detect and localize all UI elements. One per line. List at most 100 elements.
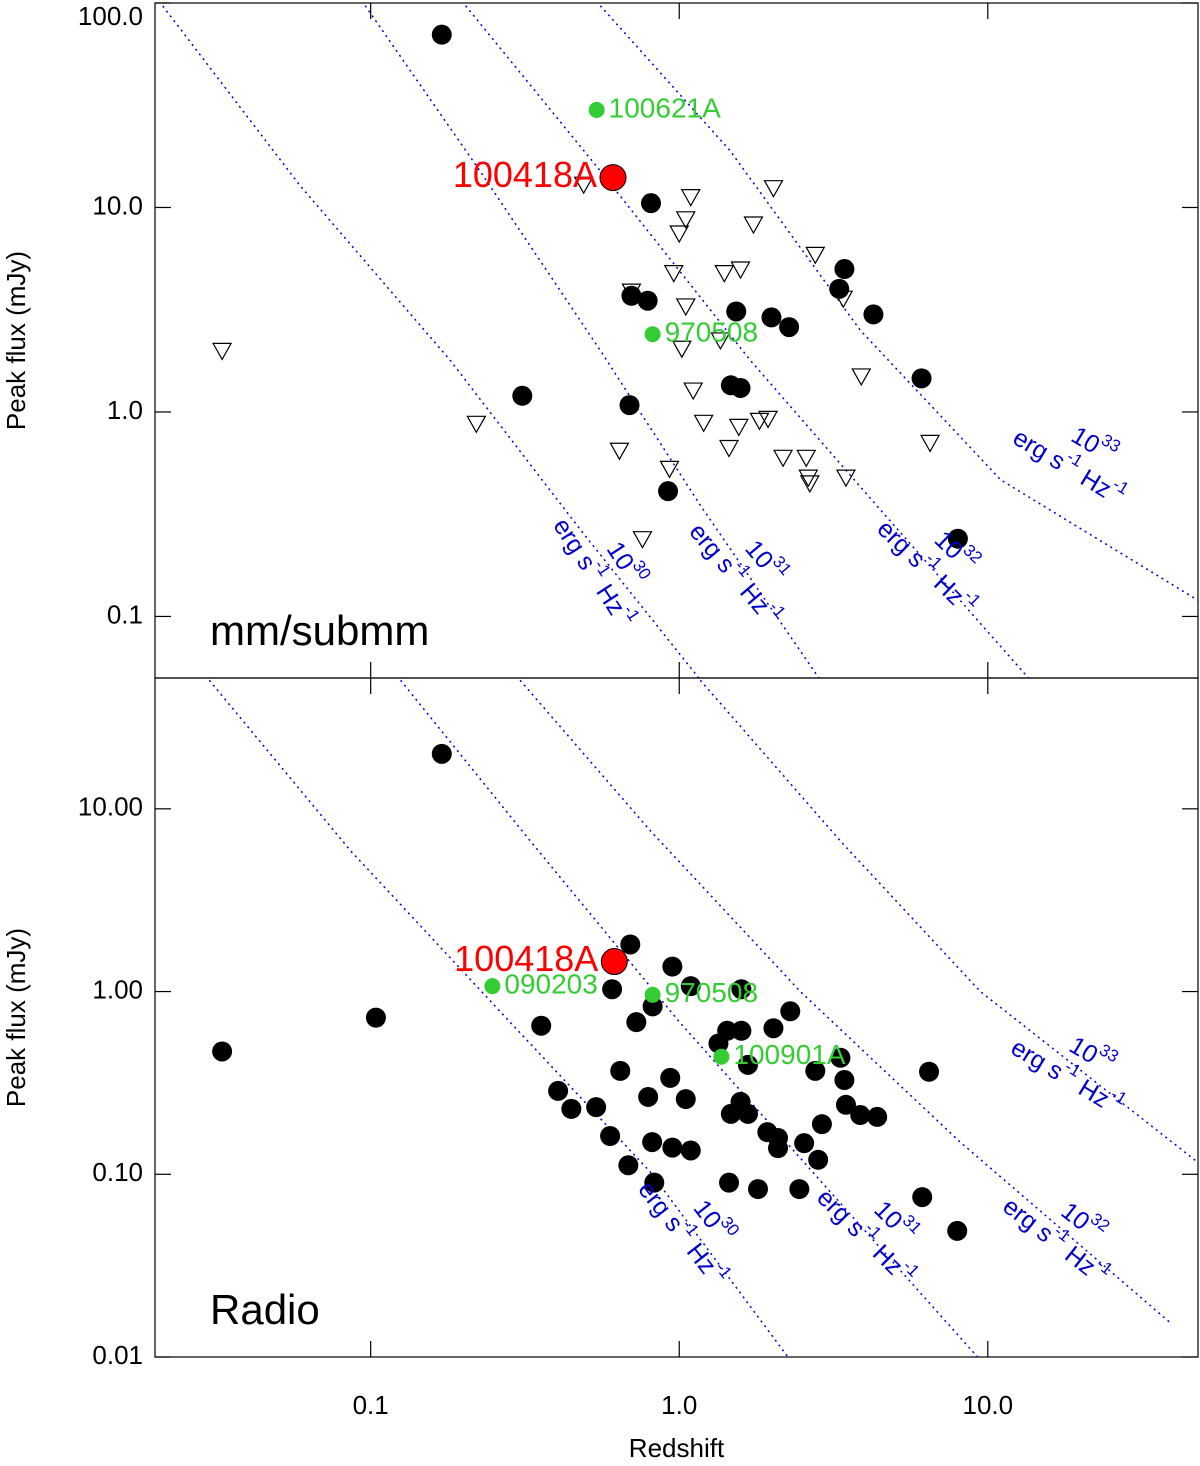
curve-label-part: erg s: [1006, 1033, 1068, 1086]
luminosity-curve: [364, 5, 820, 678]
curve-label-part: Hz: [1060, 1240, 1101, 1281]
data-point: [737, 1054, 758, 1075]
data-point: [365, 1007, 386, 1028]
data-point: [731, 1020, 752, 1041]
data-point: [675, 1089, 696, 1110]
highlight-label: 100901A: [733, 1039, 845, 1070]
curve-label-part: erg s: [812, 1183, 871, 1242]
curve-label-part: erg s: [1008, 423, 1070, 476]
data-point: [761, 307, 782, 328]
upper-limit: [675, 298, 696, 317]
x-tick-label: 1.0: [661, 1390, 697, 1420]
upper-limit: [920, 434, 941, 453]
data-point: [644, 1172, 665, 1193]
curve-label: 1031erg s-1Hz-1: [812, 1157, 946, 1291]
data-point: [912, 1187, 933, 1208]
curve-label: 1032erg s-1Hz-1: [998, 1162, 1136, 1290]
data-point: [642, 1132, 663, 1153]
data-point: [642, 996, 663, 1017]
data-point: [863, 304, 884, 325]
highlight-point: [713, 1048, 730, 1065]
data-point: [638, 1086, 659, 1107]
data-point: [834, 259, 855, 280]
upper-limit: [632, 531, 653, 549]
data-point: [431, 743, 452, 764]
data-point: [789, 1179, 810, 1200]
y-tick-label: 1.00: [92, 974, 143, 1004]
data-point: [619, 395, 640, 416]
upper-limit: [659, 460, 680, 479]
data-point: [719, 1172, 740, 1193]
data-point: [680, 976, 701, 997]
luminosity-curve: [208, 679, 789, 1357]
highlight-point: [600, 948, 628, 976]
upper-limit: [833, 290, 854, 309]
data-point: [811, 1114, 832, 1135]
data-point: [780, 1001, 801, 1022]
plot-area: [162, 5, 1198, 678]
x-tick-label: 10.0: [962, 1390, 1013, 1420]
data-point: [717, 1020, 738, 1041]
luminosity-curve: [519, 679, 1171, 1324]
data-point: [212, 1041, 233, 1062]
upper-limit: [835, 469, 856, 488]
data-point: [586, 1097, 607, 1118]
upper-limit: [796, 449, 817, 468]
plot-area: [208, 679, 1198, 1357]
y-tick-label: 0.01: [92, 1340, 143, 1370]
curve-label-part: erg s: [872, 514, 931, 573]
upper-limit: [714, 265, 735, 283]
curve-label: 1030erg s-1Hz-1: [548, 493, 670, 633]
data-point: [660, 1067, 681, 1088]
data-point: [662, 956, 683, 977]
upper-limit: [212, 342, 233, 361]
data-point: [835, 1094, 856, 1115]
y-tick-label: 0.10: [92, 1157, 143, 1187]
upper-limit: [728, 418, 749, 437]
curve-label: 1031erg s-1Hz-1: [684, 494, 814, 631]
data-point: [911, 368, 932, 389]
data-point: [561, 1098, 582, 1119]
data-point: [531, 1015, 552, 1036]
upper-limit: [663, 265, 684, 283]
upper-limit: [609, 442, 630, 461]
upper-limit: [805, 246, 826, 265]
upper-limit: [710, 332, 731, 351]
upper-limit: [671, 340, 692, 359]
upper-limit: [669, 225, 690, 244]
data-point: [726, 301, 747, 322]
highlight-label: 100418A: [453, 154, 597, 195]
data-point: [805, 1060, 826, 1081]
upper-limit: [573, 176, 594, 195]
data-point: [829, 278, 850, 299]
y-axis-label: Peak flux (mJy): [1, 251, 31, 430]
upper-limit: [758, 410, 779, 429]
y-tick-label: 100.0: [78, 1, 143, 31]
highlight-label: 100418A: [454, 938, 598, 979]
data-point: [620, 934, 641, 955]
data-point: [640, 193, 661, 214]
y-tick-label: 1.0: [107, 395, 143, 425]
data-point: [867, 1106, 888, 1127]
data-point: [808, 1149, 829, 1170]
upper-limit: [693, 414, 714, 433]
x-tick-label: 0.1: [353, 1390, 389, 1420]
curve-label-part: Hz: [1074, 1074, 1115, 1114]
panel-label: mm/submm: [210, 607, 429, 654]
upper-limit: [730, 261, 751, 280]
highlight-point: [599, 164, 627, 192]
y-tick-label: 0.1: [107, 599, 143, 629]
upper-limit: [683, 382, 704, 401]
data-point: [834, 1070, 855, 1091]
data-point: [730, 377, 751, 398]
highlight-point: [588, 101, 605, 118]
curve-label-part: Hz: [1076, 464, 1117, 504]
data-point: [768, 1138, 789, 1159]
data-point: [919, 1061, 940, 1082]
x-axis-label: Redshift: [629, 1433, 725, 1463]
data-point: [600, 1125, 621, 1146]
data-point: [947, 528, 968, 549]
data-point: [658, 481, 679, 502]
